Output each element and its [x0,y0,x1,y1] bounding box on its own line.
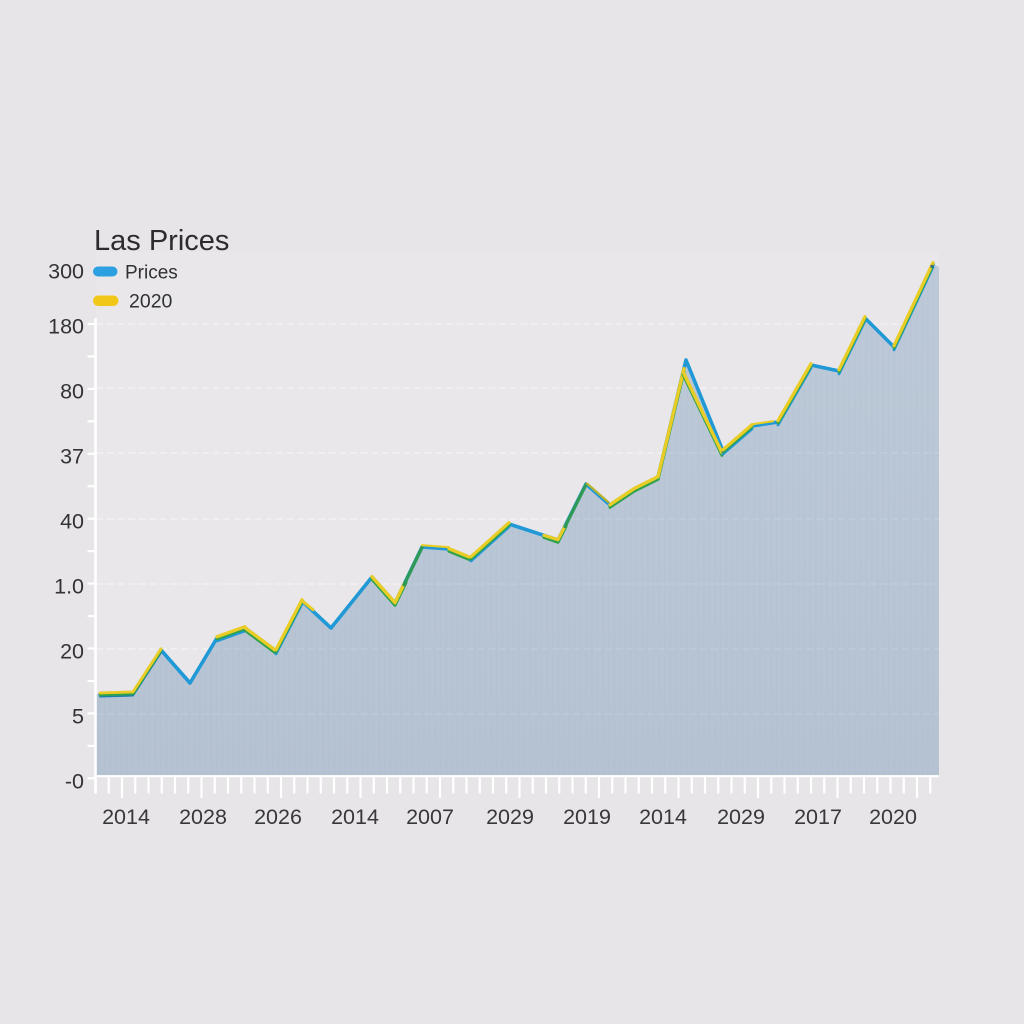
svg-text:Prices: Prices [125,263,178,284]
svg-text:2019: 2019 [563,805,611,829]
svg-text:2014: 2014 [102,805,150,829]
svg-text:2026: 2026 [254,805,302,829]
svg-text:37: 37 [60,445,84,469]
svg-text:180: 180 [48,315,84,339]
svg-text:5: 5 [72,705,84,729]
svg-text:2020: 2020 [129,291,173,313]
svg-text:2014: 2014 [639,805,687,829]
svg-text:2017: 2017 [794,805,842,829]
svg-text:1.0: 1.0 [54,575,84,599]
svg-text:2007: 2007 [406,805,454,829]
svg-text:-0: -0 [65,770,84,794]
svg-text:2020: 2020 [869,805,917,829]
svg-text:2029: 2029 [486,805,534,829]
svg-text:Las Prices: Las Prices [94,225,229,257]
svg-text:20: 20 [60,640,84,664]
svg-text:80: 80 [60,380,84,404]
svg-text:2014: 2014 [331,805,379,829]
svg-text:40: 40 [60,510,84,534]
svg-text:2028: 2028 [179,805,227,829]
svg-text:300: 300 [48,260,84,284]
svg-text:2029: 2029 [717,805,765,829]
